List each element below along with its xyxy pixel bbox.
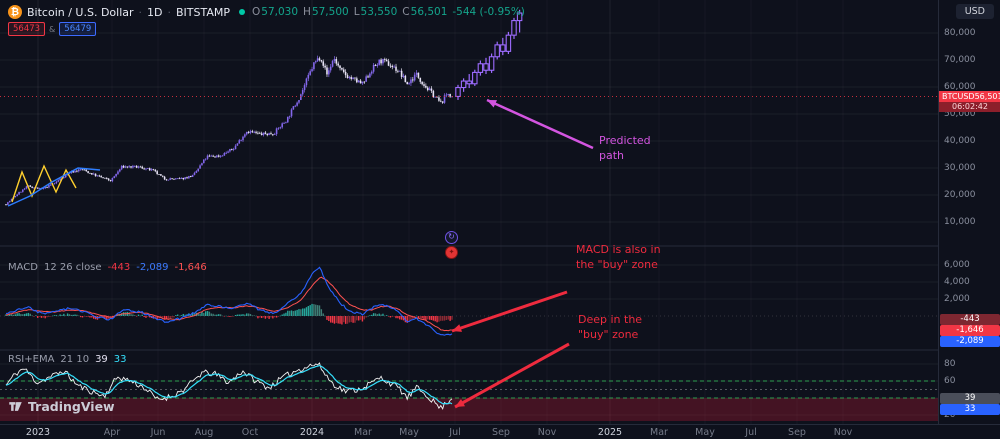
macd-signal-value: -1,646 — [174, 262, 207, 273]
currency-toggle-button[interactable]: USD — [955, 4, 994, 19]
chart-pin-icon-purple[interactable]: ↻ — [445, 231, 458, 244]
exchange-name[interactable]: BITSTAMP — [176, 5, 231, 19]
rsi-buy-zone-annotation[interactable]: Deep in the "buy" zone — [578, 313, 643, 341]
candlesticks — [5, 55, 453, 206]
macd-value-badge: -2,089 — [940, 336, 1000, 348]
rsi-legend[interactable]: RSI+EMA 21 10 39 33 — [8, 354, 127, 365]
close-value: 56,501 — [410, 6, 448, 18]
low-label: L — [353, 6, 360, 18]
price-axis-tick: 70,000 — [944, 55, 976, 65]
high-label: H — [303, 6, 311, 18]
time-axis-label[interactable]: Oct — [241, 427, 259, 438]
time-axis-label[interactable]: Sep — [492, 427, 510, 438]
price-axis-tick: 10,000 — [944, 217, 976, 227]
alert-label-blue[interactable]: 56479 — [59, 22, 97, 36]
symbol-legend: ₿ Bitcoin / U.S. Dollar · 1D · BITSTAMP … — [8, 5, 525, 19]
alert-label-red[interactable]: 56473 — [8, 22, 46, 36]
time-axis-label[interactable]: May — [399, 427, 419, 438]
macd-value-badge: -443 — [940, 314, 1000, 326]
price-axis[interactable]: BTCUSD 56,501 06:02:42 10,000 20,000 30,00… — [938, 0, 1000, 424]
pane-separators — [0, 245, 1000, 351]
separator: · — [167, 5, 172, 19]
open-value: 57,030 — [261, 6, 299, 18]
low-value: 53,550 — [360, 6, 398, 18]
chart-pin-icon-red[interactable]: ✦ — [445, 246, 458, 259]
time-axis-label[interactable]: 2024 — [299, 427, 325, 438]
open-label: O — [252, 6, 261, 18]
price-axis-tick: 20,000 — [944, 190, 976, 200]
bitcoin-icon: ₿ — [8, 5, 22, 19]
time-axis-label[interactable]: Mar — [354, 427, 372, 438]
time-axis-label[interactable]: Jun — [150, 427, 166, 438]
price-axis-tick: 40,000 — [944, 136, 976, 146]
macd-axis-tick: 4,000 — [944, 277, 970, 287]
rsi-params: 21 10 — [60, 354, 90, 365]
last-price-badge[interactable]: BTCUSD 56,501 — [939, 91, 1000, 102]
time-axis-label[interactable]: Nov — [833, 427, 853, 438]
watermark-text: TradingView — [28, 399, 115, 414]
tradingview-watermark[interactable]: TradingView — [8, 399, 115, 414]
time-axis-label[interactable]: Mar — [650, 427, 668, 438]
rsi-title: RSI+EMA — [8, 354, 55, 365]
price-axis-tick: 30,000 — [944, 163, 976, 173]
price-axis-tick: 60,000 — [944, 82, 976, 92]
rsi-value-badge: 39 — [940, 393, 1000, 405]
time-axis-label[interactable]: Aug — [194, 427, 214, 438]
macd-axis-tick: 2,000 — [944, 294, 970, 304]
time-axis-label[interactable]: Jul — [449, 427, 461, 438]
alert-price-labels: 56473 & 56479 — [8, 22, 97, 36]
rsi-value-badge: 33 — [940, 404, 1000, 416]
price-axis-tick: 80,000 — [944, 28, 976, 38]
trend-drawings — [7, 164, 101, 207]
time-axis-label[interactable]: Nov — [537, 427, 557, 438]
predicted-path-annotation[interactable]: Predicted path — [599, 134, 651, 162]
separator: · — [138, 5, 143, 19]
time-axis[interactable]: 2023 Apr Jun Aug Oct 2024 Mar May Jul Sep Nov 2025 M… — [0, 424, 1000, 439]
badge-price: 56,501 — [974, 92, 1000, 101]
change-value: -544 (-0.95%) — [452, 6, 525, 18]
rsi-axis-tick: 80 — [944, 359, 956, 369]
timeframe-selector[interactable]: 1D — [147, 5, 163, 19]
annotation-arrows — [451, 98, 594, 409]
macd-params: 12 26 close — [43, 262, 102, 273]
high-value: 57,500 — [311, 6, 349, 18]
macd-pane — [5, 266, 453, 336]
macd-axis-tick: 6,000 — [944, 260, 970, 270]
symbol-title[interactable]: Bitcoin / U.S. Dollar — [27, 5, 134, 19]
grid-lines — [0, 0, 938, 424]
rsi-pane — [5, 362, 453, 411]
rsi-ema-value: 33 — [113, 354, 127, 365]
rsi-value: 39 — [95, 354, 108, 365]
ampersand-glyph: & — [49, 24, 56, 34]
market-status-icon — [239, 9, 246, 15]
time-axis-label[interactable]: 2025 — [597, 427, 623, 438]
tradingview-logo-icon — [9, 402, 22, 411]
macd-value-badge: -1,646 — [940, 325, 1000, 337]
macd-buy-zone-annotation[interactable]: MACD is also in the "buy" zone — [576, 243, 661, 271]
predicted-path-candles — [455, 9, 523, 100]
time-axis-label[interactable]: Sep — [788, 427, 806, 438]
price-axis-tick: 50,000 — [944, 109, 976, 119]
bar-close-countdown: 06:02:42 — [939, 102, 1000, 112]
macd-title: MACD — [8, 262, 38, 273]
macd-line-value: -2,089 — [136, 262, 169, 273]
time-axis-label[interactable]: Jul — [745, 427, 757, 438]
time-axis-label[interactable]: 2023 — [25, 427, 51, 438]
badge-symbol: BTCUSD — [942, 92, 975, 101]
time-axis-label[interactable]: Apr — [103, 427, 121, 438]
macd-legend[interactable]: MACD 12 26 close -443 -2,089 -1,646 — [8, 262, 207, 273]
time-axis-label[interactable]: May — [695, 427, 715, 438]
macd-hist-value: -443 — [107, 262, 131, 273]
close-label: C — [402, 6, 410, 18]
rsi-axis-tick: 60 — [944, 376, 956, 386]
